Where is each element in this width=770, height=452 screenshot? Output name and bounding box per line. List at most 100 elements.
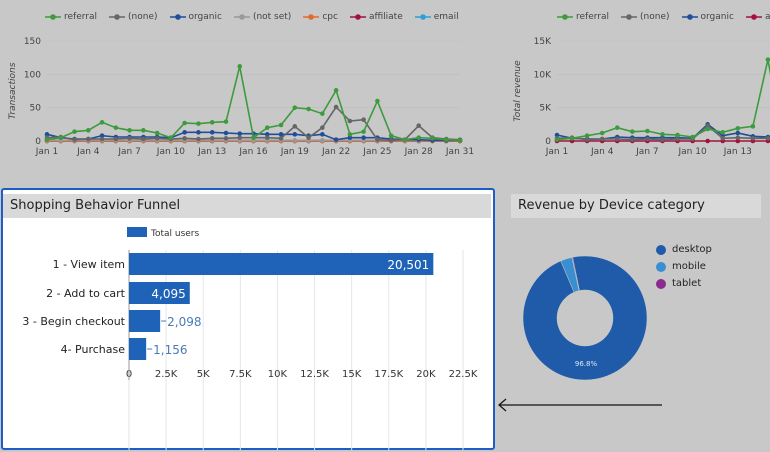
legend-item[interactable]: (none) [109,10,158,24]
legend-label: desktop [672,244,712,255]
data-point [127,136,132,141]
data-point [630,137,635,142]
legend-line-icon [681,14,698,20]
data-point [237,135,243,140]
data-point [72,129,77,134]
y-tick-label: 100 [24,70,41,80]
y-tick-label: 10K [534,70,552,80]
data-point [645,136,650,142]
legend-item[interactable]: (none) [621,10,670,24]
legend-label: (none) [128,12,158,22]
x-tick-label: 7.5K [229,369,252,380]
value-label: 4,095 [151,287,185,301]
legend-item[interactable]: referral [45,10,97,24]
legend-label: email [433,12,459,22]
legend-label: organic [188,12,222,22]
data-point [292,105,298,110]
x-tick-label: Jan 16 [238,147,267,157]
legend-item[interactable]: (not set) [233,10,292,24]
x-tick-label: Jan 10 [678,147,707,157]
data-point [584,137,590,142]
legend-item[interactable]: referral [557,10,609,24]
x-tick-label: 2.5K [155,369,178,380]
legend-item[interactable]: email [414,10,459,24]
funnel-bar [129,253,434,275]
data-point [333,137,339,142]
data-point [99,120,105,125]
data-point [306,106,311,112]
y-tick-label: 0 [35,137,41,147]
legend-line-icon [557,14,573,20]
data-point [347,135,353,140]
arrow-left-icon [498,398,662,412]
data-point [705,123,710,128]
data-point [306,135,311,140]
device-legend-item[interactable]: tablet [656,275,712,292]
legend-item[interactable]: cpc [303,10,338,24]
data-point [196,130,201,135]
legend-label: (not set) [252,12,292,22]
data-point [278,136,284,141]
x-tick-label: Jan 1 [35,147,58,157]
funnel-bar [129,310,161,332]
x-tick-label: Jan 31 [445,147,474,157]
data-point [209,120,215,125]
funnel-bar [129,282,190,304]
device-legend-item[interactable]: mobile [656,258,712,275]
category-label: 2 - Add to cart [46,287,126,300]
data-point [630,129,635,134]
shopping-funnel-panel[interactable]: Shopping Behavior Funnel Total users02.5… [1,188,495,450]
funnel-plot: Total users02.5K5K7.5K10K12.5K15K17.5K20… [22,227,478,450]
legend-item[interactable]: organic [681,10,734,24]
x-tick-label: 20K [416,369,436,380]
legend-item[interactable]: affiliate [349,10,403,24]
value-label: 20,501 [387,258,429,272]
data-point [361,129,366,134]
donut-slice-tablet [571,256,580,291]
data-point [735,135,741,140]
category-label: 4- Purchase [61,343,126,356]
x-tick-label: 15K [342,369,362,380]
data-point [292,132,298,137]
y-tick-label: 50 [30,104,42,114]
data-point [599,136,605,142]
data-point [278,122,284,128]
legend-item[interactable]: organic [169,10,222,24]
device-title: Revenue by Device category [511,194,761,218]
data-point [375,137,380,142]
legend-label: affiliate [368,12,403,22]
legend-line-icon [109,14,126,20]
legend-item[interactable]: affiliate [745,10,770,24]
x-tick-label: 10K [268,369,288,380]
data-point [347,132,353,137]
data-point [113,125,119,130]
data-point [264,135,270,140]
data-point [750,136,756,141]
legend-line-icon [621,14,638,20]
series-line-referral [46,66,461,142]
legend-line-icon [169,14,186,20]
revenue-chart: referral (none) organic affiliate 15K 10K 5K 0… [505,0,770,170]
data-point [765,136,770,141]
slice-label: 96.8% [575,360,598,368]
category-label: 3 - Begin checkout [22,315,125,328]
data-point [86,136,91,142]
data-point [333,104,339,110]
x-tick-label: 17.5K [374,369,403,380]
data-point [264,132,270,137]
data-point [182,130,187,135]
legend-label: organic [700,12,734,22]
legend-label: referral [576,12,610,22]
data-point [430,136,435,141]
x-tick-label: Jan 25 [362,147,391,157]
data-point [209,130,215,135]
device-legend-item[interactable]: desktop [656,241,712,258]
y-axis-label: Transactions [8,62,18,119]
legend-dot-icon [656,261,666,272]
transactions-chart: referral (none) organic (not set) cpc affilia… [0,0,490,170]
revenue-legend: referral (none) organic affiliate [557,10,770,26]
data-point [264,125,270,130]
data-point [614,125,620,130]
data-point [44,132,50,137]
data-point [584,133,590,138]
